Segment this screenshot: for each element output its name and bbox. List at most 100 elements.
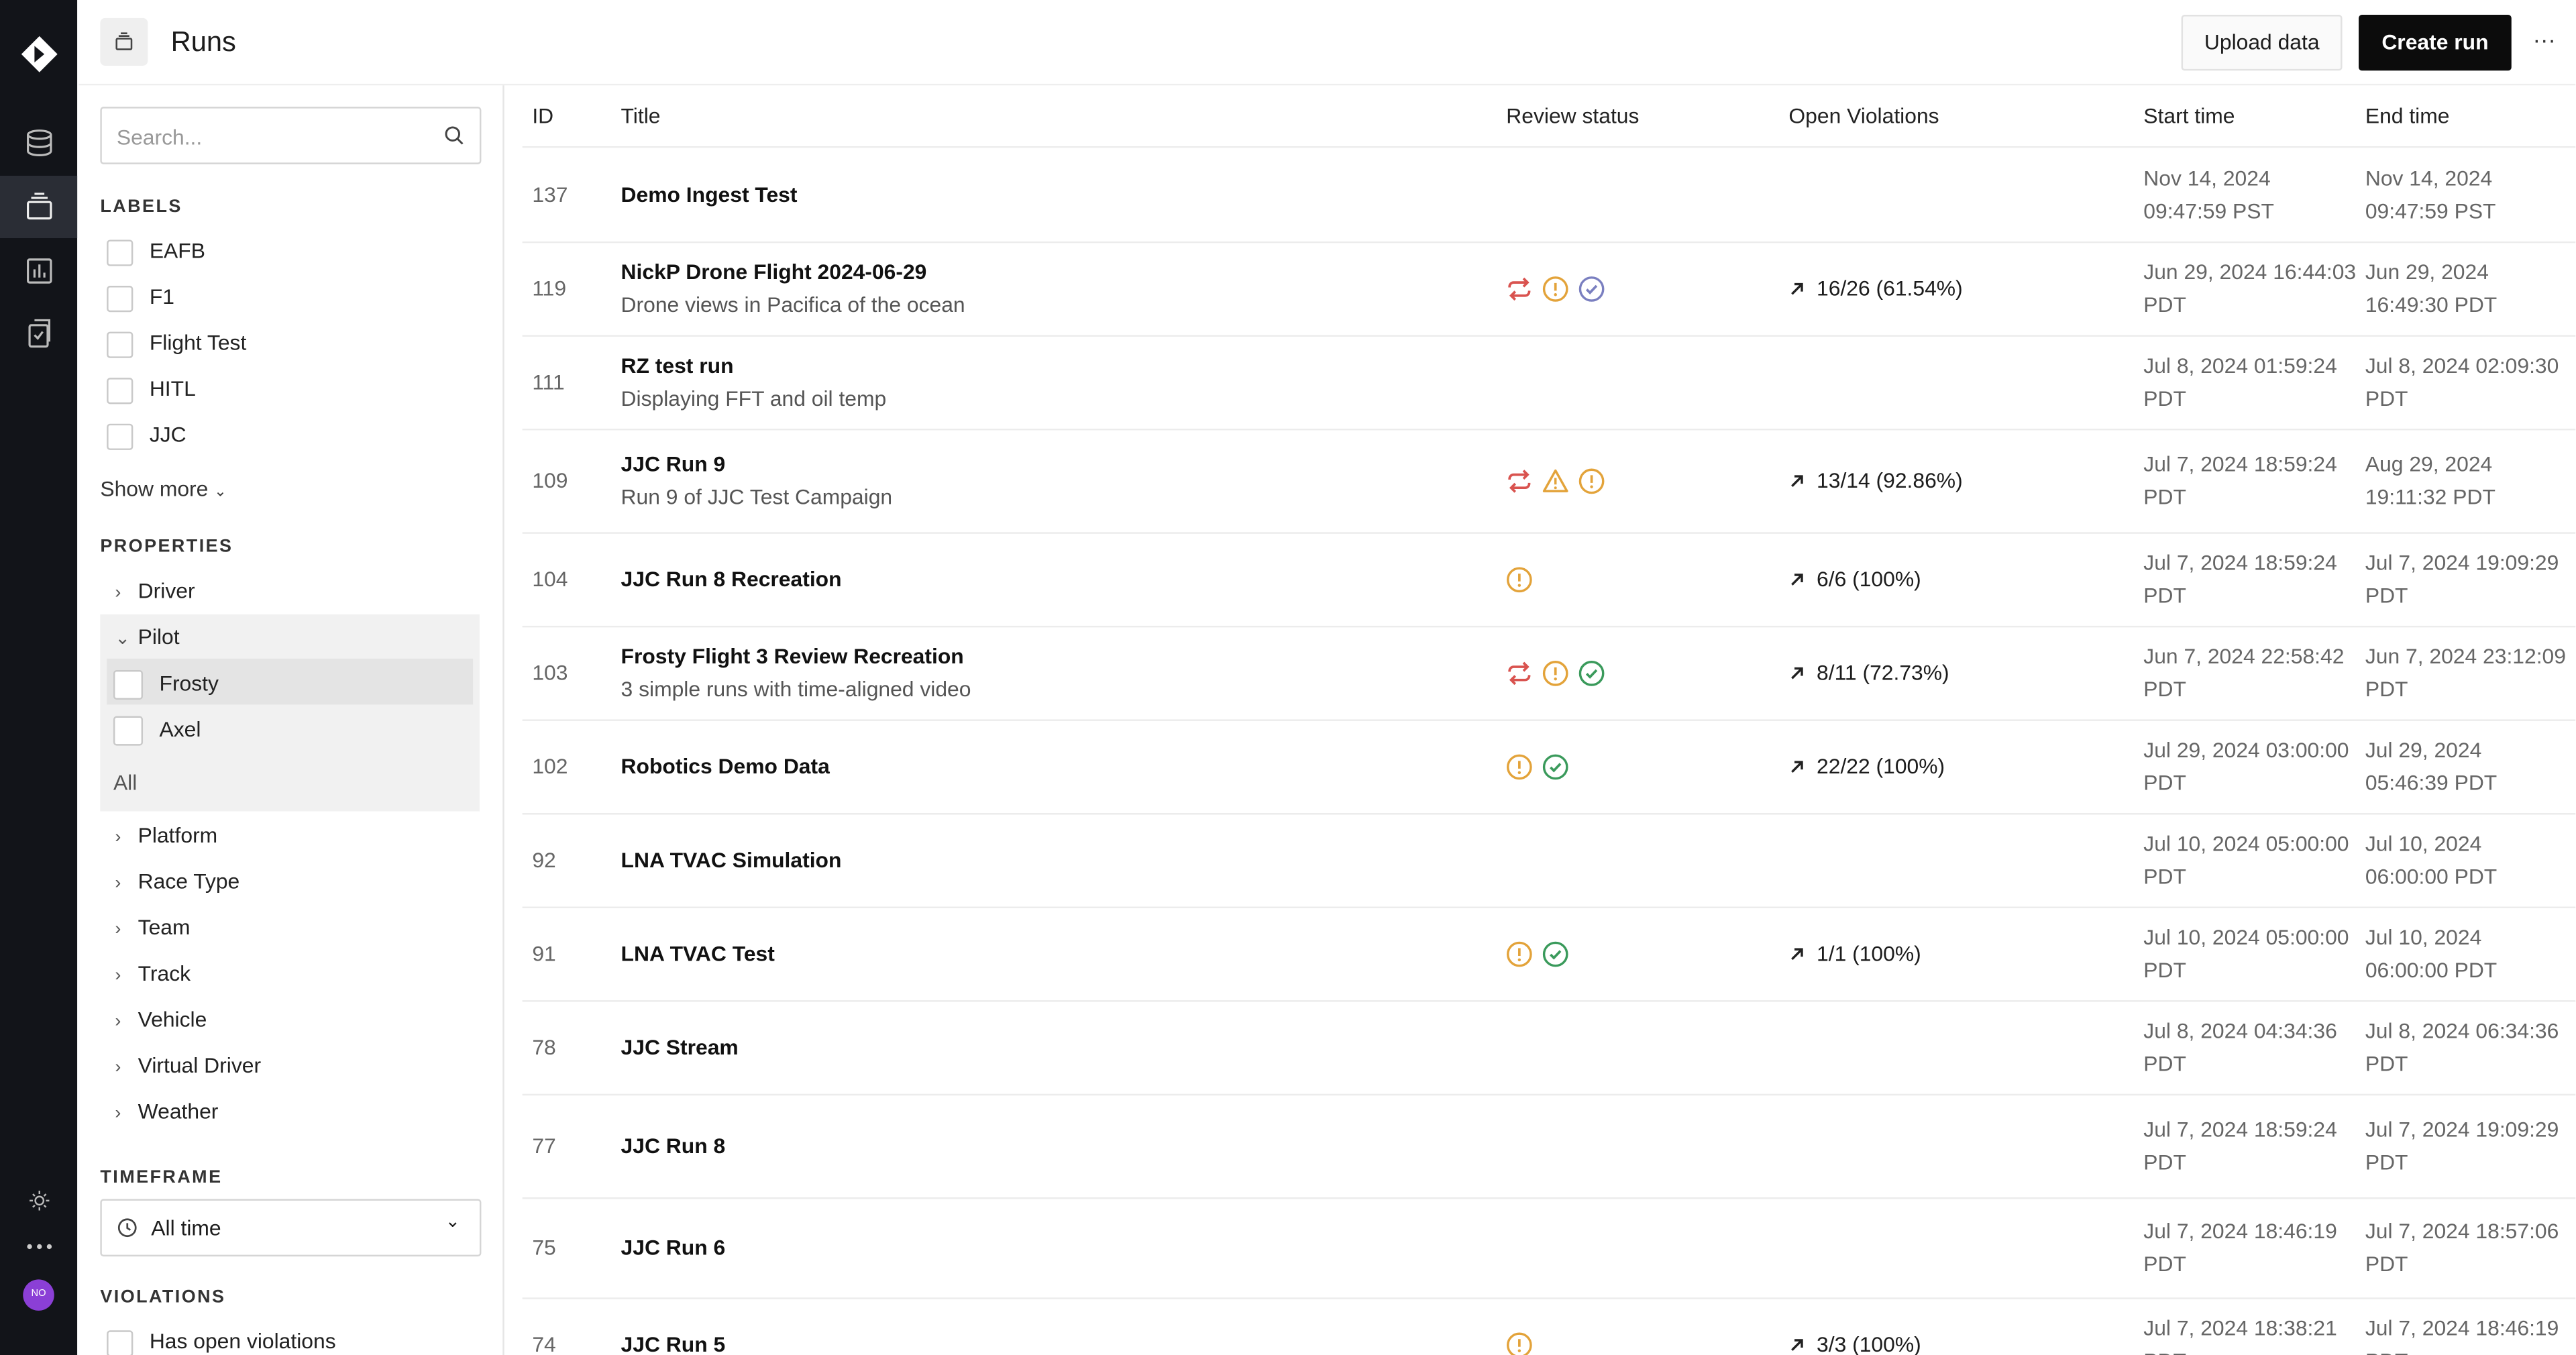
run-title: JJC Run 5 xyxy=(621,1332,726,1355)
property[interactable]: › Weather xyxy=(115,1099,219,1124)
violations-filter[interactable]: Has open violations xyxy=(107,1328,336,1355)
open-violations: 22/22 (100%) xyxy=(1817,753,1945,778)
title-cell: JJC Run 9 Run 9 of JJC Test Campaign xyxy=(621,448,1507,512)
nav-charts[interactable] xyxy=(23,255,56,288)
table-row[interactable]: 77 JJC Run 8 Jul 7, 2024 18:59:24 PDT Jul 7… xyxy=(522,1094,2576,1199)
column-header[interactable]: Title xyxy=(621,103,661,128)
property[interactable]: › Team xyxy=(115,914,191,940)
start-time: Jul 29, 2024 03:00:00 PDT xyxy=(2143,737,2349,794)
start-time: Jul 7, 2024 18:59:24 PDT xyxy=(2143,1116,2337,1174)
run-title: RZ test run xyxy=(621,353,734,378)
title-cell: NickP Drone Flight 2024-06-29 Drone views… xyxy=(621,256,1507,320)
review-status xyxy=(1506,657,1788,689)
label-filter[interactable]: JJC xyxy=(107,422,186,449)
property[interactable]: › Race Type xyxy=(115,869,240,893)
open-violations: 16/26 (61.54%) xyxy=(1817,275,1963,301)
run-subtitle: Displaying FFT and oil temp xyxy=(621,385,887,410)
column-header[interactable]: Start time xyxy=(2143,103,2235,128)
create-button[interactable]: Create run xyxy=(2359,15,2512,71)
run-id: 91 xyxy=(532,940,556,966)
show-more[interactable]: Show more ⌄ xyxy=(100,476,227,501)
status-icon xyxy=(1542,276,1568,303)
column-header[interactable]: Review status xyxy=(1506,103,1640,128)
label-filter[interactable]: EAFB xyxy=(107,238,205,266)
table-row[interactable]: 74 JJC Run 5 3/3 (100%) Jul 7, 2024 18:38:2… xyxy=(523,1297,2576,1355)
review-status xyxy=(1506,272,1788,305)
property-text: Weather xyxy=(138,1099,219,1124)
label-text: EAFB xyxy=(149,238,205,263)
run-subtitle: 3 simple runs with time-aligned video xyxy=(621,675,971,701)
end-time: Jul 7, 2024 18:57:06 PDT xyxy=(2365,1218,2559,1276)
timeframe-select[interactable]: All time ⌄ xyxy=(100,1199,482,1257)
review-status xyxy=(1506,464,1788,496)
table-row[interactable]: 111 RZ test run Displaying FFT and oil tem… xyxy=(522,335,2576,431)
table-row[interactable]: 109 JJC Run 9 Run 9 of JJC Test Campaign 13… xyxy=(522,429,2576,534)
end-time: Jul 8, 2024 06:34:36 PDT xyxy=(2365,1018,2559,1075)
violations-cell: 22/22 (100%) xyxy=(1788,750,2143,782)
table-row[interactable]: 91 LNA TVAC Test 1/1 (100%) Jul 10, 2024 05… xyxy=(522,907,2576,1002)
label-text: JJC xyxy=(149,422,186,447)
table-row[interactable]: 92 LNA TVAC Simulation Jul 10, 2024 05:00:… xyxy=(522,813,2576,909)
page-title: Runs xyxy=(170,26,236,58)
label-filter[interactable]: Flight Test xyxy=(107,330,246,358)
run-title: JJC Run 9 xyxy=(621,451,726,477)
run-id: 119 xyxy=(532,275,567,301)
column-header[interactable]: ID xyxy=(532,103,554,128)
property[interactable]: › Driver xyxy=(115,578,195,603)
option-text: Has open violations xyxy=(149,1328,336,1354)
pilot-option[interactable]: Frosty xyxy=(113,669,219,700)
column-header[interactable]: End time xyxy=(2365,103,2450,128)
theme-toggle[interactable] xyxy=(23,1184,56,1217)
property[interactable]: › Platform xyxy=(115,822,218,848)
end-time: Jun 29, 2024 16:49:30 PDT xyxy=(2365,259,2498,317)
table-row[interactable]: 119 NickP Drone Flight 2024-06-29 Drone vi… xyxy=(522,241,2576,337)
property[interactable]: › Track xyxy=(115,961,191,986)
nav-more[interactable] xyxy=(23,1230,56,1263)
pilot-option[interactable]: Axel xyxy=(113,716,201,746)
start-time: Jun 7, 2024 22:58:42 PDT xyxy=(2143,643,2345,701)
title-cell: JJC Run 8 xyxy=(621,1130,1507,1162)
trend-arrow xyxy=(1788,759,1805,775)
run-title: LNA TVAC Simulation xyxy=(621,847,842,872)
run-id: 137 xyxy=(532,182,568,207)
review-status xyxy=(1506,937,1788,969)
label-filter[interactable]: F1 xyxy=(107,284,174,312)
page-icon xyxy=(100,17,148,66)
run-title: JJC Run 8 xyxy=(621,1132,726,1158)
property-text: Team xyxy=(138,914,191,940)
end-time: Jul 7, 2024 19:09:29 PDT xyxy=(2365,1116,2559,1174)
property[interactable]: › Vehicle xyxy=(115,1006,207,1032)
table-row[interactable]: 75 JJC Run 6 Jul 7, 2024 18:46:19 PDT Jul 7… xyxy=(522,1197,2576,1299)
run-title: JJC Run 8 Recreation xyxy=(621,566,842,591)
avatar[interactable]: NO xyxy=(23,1279,54,1311)
property[interactable]: › Virtual Driver xyxy=(115,1052,262,1078)
start-time: Jul 8, 2024 01:59:24 PDT xyxy=(2143,353,2337,410)
title-cell: JJC Stream xyxy=(621,1031,1507,1063)
nav-data[interactable] xyxy=(23,127,56,160)
table-row[interactable]: 78 JJC Stream Jul 8, 2024 04:34:36 PDT Jul … xyxy=(522,1000,2576,1096)
nav-runs[interactable] xyxy=(23,191,56,223)
logo[interactable] xyxy=(19,34,59,74)
property[interactable]: ⌄ Pilot xyxy=(115,624,180,649)
violations-cell: 6/6 (100%) xyxy=(1788,563,2143,595)
status-icon xyxy=(1542,755,1568,781)
table-row[interactable]: 104 JJC Run 8 Recreation 6/6 (100%) Jul 7, … xyxy=(522,532,2576,628)
table-row[interactable]: 103 Frosty Flight 3 Review Recreation 3 si… xyxy=(522,626,2576,721)
violations-cell: 3/3 (100%) xyxy=(1788,1328,2143,1355)
all-option[interactable]: All xyxy=(113,770,138,796)
upload-button[interactable]: Upload data xyxy=(2181,15,2343,71)
section-heading: PROPERTIES xyxy=(100,537,233,557)
nav-reports[interactable] xyxy=(23,317,56,350)
violations-cell: 13/14 (92.86%) xyxy=(1788,464,2143,496)
label-filter[interactable]: HITL xyxy=(107,376,196,404)
label-text: F1 xyxy=(149,284,174,309)
option-text: Frosty xyxy=(159,671,219,696)
run-title: LNA TVAC Test xyxy=(621,940,775,966)
table-row[interactable]: 102 Robotics Demo Data 22/22 (100%) Jul 29,… xyxy=(522,719,2576,815)
search-box[interactable]: Search... xyxy=(100,107,482,164)
table-row[interactable]: 137 Demo Ingest Test Nov 14, 2024 09:47:59… xyxy=(522,148,2576,243)
column-header[interactable]: Open Violations xyxy=(1788,103,1939,128)
more-menu[interactable]: ··· xyxy=(2532,26,2556,53)
search-placeholder: Search... xyxy=(116,125,203,150)
